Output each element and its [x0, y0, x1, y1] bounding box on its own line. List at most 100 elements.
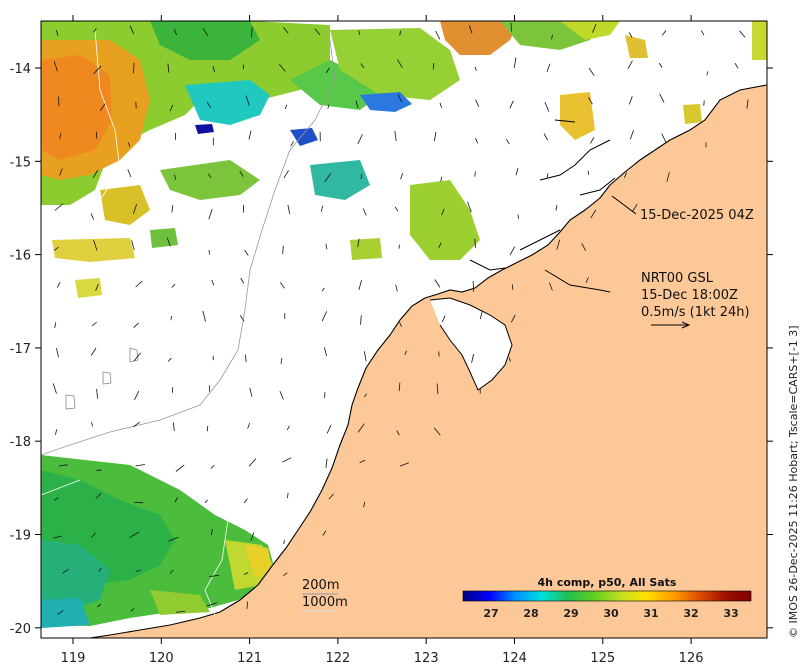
current-vector — [251, 27, 253, 38]
current-vector — [240, 277, 245, 284]
coastline — [89, 84, 767, 638]
current-vector — [362, 208, 367, 216]
current-vector — [479, 310, 483, 320]
current-vector — [91, 532, 96, 538]
current-vector — [324, 347, 327, 357]
current-vector — [549, 282, 553, 291]
current-vector — [287, 204, 291, 215]
current-vector — [475, 99, 480, 108]
current-vector — [592, 24, 597, 33]
current-vector — [587, 170, 589, 175]
current-vector — [59, 168, 63, 176]
image-time-label: 15-Dec-2025 04Z — [640, 208, 754, 223]
current-vector — [128, 142, 131, 147]
current-vector — [90, 347, 97, 356]
current-vector — [324, 173, 332, 182]
current-vector — [133, 62, 135, 74]
current-vector — [250, 532, 255, 542]
y-tick-label: -17 — [10, 342, 31, 357]
y-tick-label: -18 — [10, 435, 31, 450]
current-vector — [590, 209, 597, 219]
current-vector — [513, 57, 517, 68]
current-vector — [400, 172, 404, 180]
current-vector — [505, 138, 510, 145]
colorbar: 4h comp, p50, All Sats 27 28 29 30 31 32 33 — [462, 576, 752, 620]
current-vector — [129, 25, 135, 35]
current-vector — [90, 213, 95, 220]
current-vector — [53, 535, 62, 539]
current-vector — [169, 104, 174, 112]
current-vector — [440, 176, 443, 182]
current-vector — [131, 240, 135, 251]
current-vector — [243, 572, 249, 575]
current-vector — [546, 63, 551, 72]
current-vector — [249, 387, 253, 397]
current-vector — [659, 93, 665, 103]
current-vector — [395, 284, 398, 292]
current-vector — [206, 602, 218, 607]
current-vector — [394, 206, 399, 212]
current-vector — [590, 137, 595, 144]
x-tick-label: 121 — [237, 651, 262, 666]
current-vector — [202, 27, 209, 37]
current-vector — [439, 102, 442, 108]
current-vector — [212, 65, 215, 73]
current-vector — [746, 99, 749, 109]
current-vector — [282, 457, 292, 463]
current-vector — [135, 280, 143, 288]
current-vector — [58, 464, 68, 467]
isobath-200m — [41, 39, 336, 456]
current-vector — [628, 32, 633, 38]
current-vector — [434, 279, 441, 288]
x-tick-label: 119 — [61, 651, 86, 666]
x-tick-label: 124 — [502, 651, 527, 666]
arrow-scale-label: 0.5m/s (1kt 24h) — [641, 305, 750, 320]
current-vector — [441, 208, 445, 216]
scale-arrow — [651, 321, 691, 329]
current-vector — [435, 30, 441, 40]
current-vector — [278, 64, 286, 72]
current-vector — [325, 243, 328, 250]
current-vector — [544, 101, 550, 112]
y-tick-label: -19 — [10, 529, 31, 544]
current-vector — [398, 382, 401, 392]
current-vector — [133, 322, 139, 328]
current-vector — [734, 62, 739, 69]
isobath-1000m — [41, 29, 229, 616]
current-vector — [93, 239, 98, 251]
current-vector — [54, 203, 64, 211]
current-vector — [661, 133, 667, 144]
current-vector — [283, 572, 288, 577]
current-vector — [280, 282, 285, 289]
y-tick-label: -15 — [10, 155, 31, 170]
current-vector — [211, 280, 215, 286]
sst-patches-north — [41, 21, 767, 337]
current-vector — [627, 60, 633, 69]
current-vector — [280, 358, 283, 364]
current-vector — [95, 492, 102, 499]
current-vector — [206, 101, 211, 108]
current-vector — [57, 610, 64, 615]
current-vector — [283, 27, 289, 34]
current-vector — [438, 242, 442, 248]
current-vectors — [52, 22, 749, 615]
current-vector — [55, 429, 58, 435]
current-vector — [247, 422, 251, 429]
x-tick-label: 122 — [325, 651, 350, 666]
current-vector — [326, 425, 332, 434]
current-vector — [169, 569, 174, 574]
current-product-label: NRT00 GSL — [641, 271, 714, 286]
current-vector — [666, 172, 670, 182]
current-vector — [170, 315, 172, 321]
sst-patches-south — [41, 455, 275, 628]
current-vector — [56, 348, 59, 358]
current-vector — [54, 322, 57, 328]
current-vector — [129, 531, 140, 539]
current-vector — [321, 287, 325, 292]
current-vector — [357, 423, 365, 433]
current-vector — [166, 237, 171, 247]
current-vector — [700, 30, 705, 36]
current-vector — [95, 283, 99, 291]
current-vector — [515, 167, 519, 176]
current-vector — [62, 568, 70, 574]
